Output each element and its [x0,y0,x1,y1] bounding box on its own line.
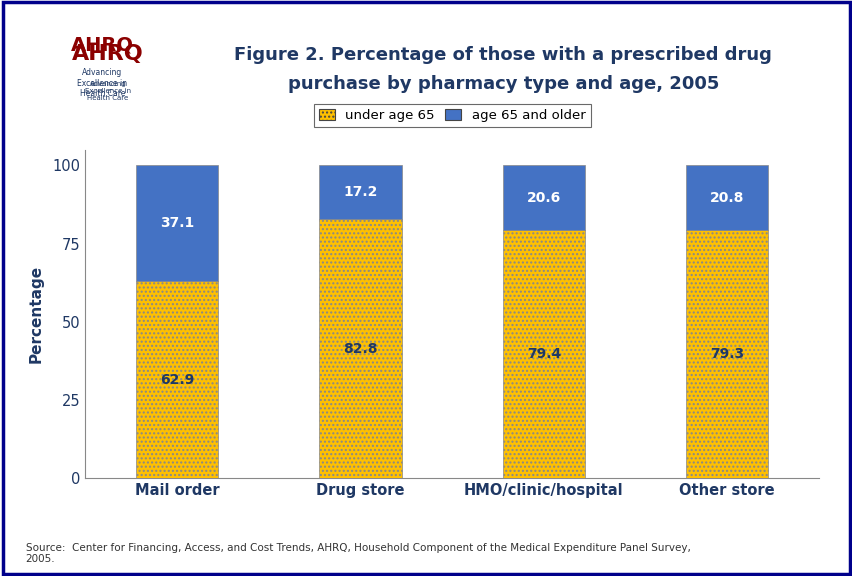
Text: 79.3: 79.3 [709,347,744,361]
Bar [319,219,401,478]
Text: 82.8: 82.8 [343,342,377,355]
Text: purchase by pharmacy type and age, 2005: purchase by pharmacy type and age, 2005 [287,74,718,93]
Text: 37.1: 37.1 [159,217,194,230]
Legend: under age 65, age 65 and older: under age 65, age 65 and older [314,104,590,127]
Text: Advancing
Excellence in
Health Care: Advancing Excellence in Health Care [84,81,131,101]
Text: AHRQ: AHRQ [72,44,144,65]
Text: 20.6: 20.6 [526,191,561,204]
Bar [685,230,768,478]
Text: Figure 2. Percentage of those with a prescribed drug: Figure 2. Percentage of those with a pre… [234,46,771,64]
Bar [685,165,768,230]
Text: 79.4: 79.4 [526,347,561,361]
Bar [502,230,584,478]
Bar [319,165,401,219]
Y-axis label: Percentage: Percentage [29,265,44,363]
Text: 20.8: 20.8 [709,191,744,204]
Text: AHRQ: AHRQ [71,36,134,54]
Text: Advancing
Excellence in
Health Care: Advancing Excellence in Health Care [78,69,127,98]
Text: 62.9: 62.9 [159,373,194,386]
Text: 17.2: 17.2 [343,185,377,199]
Text: Source:  Center for Financing, Access, and Cost Trends, AHRQ, Household Componen: Source: Center for Financing, Access, an… [26,543,689,564]
Bar [135,282,218,478]
Bar [502,165,584,230]
Bar [135,165,218,282]
